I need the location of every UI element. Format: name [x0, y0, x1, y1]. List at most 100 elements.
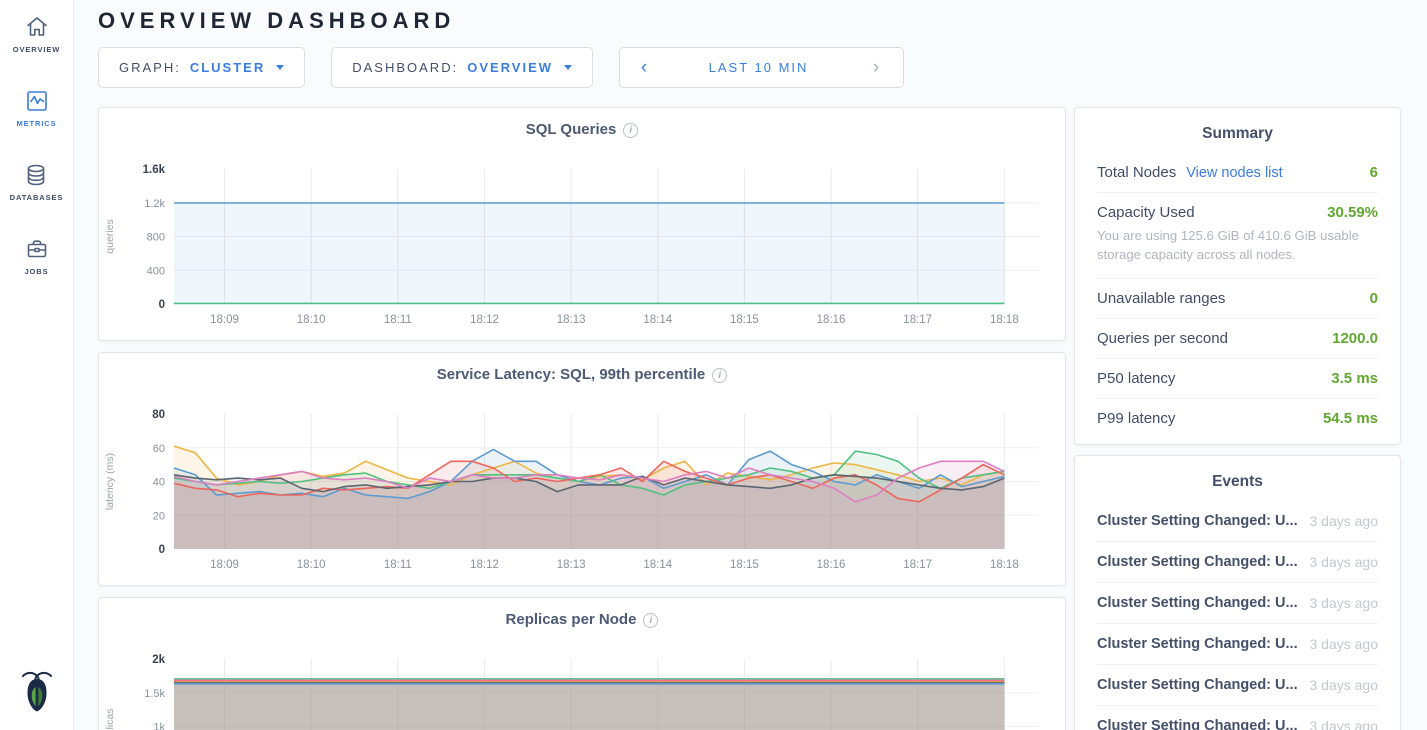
event-row[interactable]: Cluster Setting Changed: U... 3 days ago — [1097, 582, 1378, 623]
event-row[interactable]: Cluster Setting Changed: U... 3 days ago — [1097, 705, 1378, 730]
chevron-left-icon: ‹ — [640, 56, 648, 78]
event-text: Cluster Setting Changed: U... — [1097, 718, 1298, 730]
sidebar-item-label: JOBS — [24, 267, 49, 276]
info-icon[interactable]: i — [643, 613, 659, 628]
svg-text:latency (ms): latency (ms) — [104, 453, 116, 510]
svg-text:400: 400 — [147, 265, 165, 277]
svg-text:18:09: 18:09 — [210, 314, 239, 326]
event-row[interactable]: Cluster Setting Changed: U... 3 days ago — [1097, 664, 1378, 705]
svg-text:18:11: 18:11 — [384, 314, 412, 326]
sidebar-item-label: METRICS — [16, 119, 57, 128]
summary-row-capacity-used: Capacity Used 30.59% You are using 125.6… — [1097, 192, 1378, 278]
svg-text:replicas: replicas — [104, 708, 116, 730]
summary-value: 54.5 ms — [1322, 410, 1378, 428]
svg-text:0: 0 — [159, 544, 165, 556]
info-icon[interactable]: i — [623, 123, 639, 138]
event-row[interactable]: Cluster Setting Changed: U... 3 days ago — [1097, 623, 1378, 664]
svg-text:18:12: 18:12 — [470, 559, 499, 571]
summary-label: Capacity Used — [1097, 204, 1195, 221]
summary-value: 3.5 ms — [1331, 370, 1378, 388]
svg-text:0: 0 — [159, 299, 165, 311]
event-text: Cluster Setting Changed: U... — [1097, 636, 1298, 653]
event-row[interactable]: Cluster Setting Changed: U... 3 days ago — [1097, 541, 1378, 582]
chart-title: Replicas per Node — [505, 611, 637, 628]
event-time: 3 days ago — [1309, 636, 1379, 653]
sidebar-item-jobs[interactable]: JOBS — [24, 236, 50, 276]
time-range-button[interactable]: LAST 10 MIN — [668, 48, 850, 87]
summary-label: Unavailable ranges — [1097, 290, 1226, 308]
svg-text:18:15: 18:15 — [730, 559, 759, 571]
time-next-button[interactable]: › — [849, 48, 904, 87]
svg-text:2k: 2k — [152, 654, 165, 666]
event-text: Cluster Setting Changed: U... — [1097, 513, 1298, 530]
svg-text:18:15: 18:15 — [730, 314, 759, 326]
summary-row-total-nodes: Total Nodes View nodes list 6 — [1097, 153, 1378, 192]
svg-text:20: 20 — [153, 510, 165, 522]
event-time: 3 days ago — [1309, 718, 1379, 730]
view-nodes-list-link[interactable]: View nodes list — [1186, 164, 1283, 181]
svg-text:80: 80 — [152, 409, 165, 421]
summary-row-p50-latency: P50 latency 3.5 ms — [1097, 358, 1378, 398]
svg-text:60: 60 — [153, 443, 165, 455]
event-time: 3 days ago — [1309, 554, 1379, 571]
summary-value: 30.59% — [1327, 204, 1378, 221]
summary-label: Queries per second — [1097, 330, 1228, 348]
summary-row-queries-per-second: Queries per second 1200.0 — [1097, 318, 1378, 358]
chart-title: SQL Queries — [525, 121, 617, 138]
sql-queries-chart[interactable]: 18:09 18:10 18:11 18:12 18:13 18:14 18:15 18:16… — [99, 143, 1067, 334]
event-time: 3 days ago — [1309, 595, 1379, 612]
controls-bar: GRAPH: CLUSTER DASHBOARD: OVERVIEW ‹ LAS… — [98, 47, 1403, 88]
svg-text:18:13: 18:13 — [557, 314, 586, 326]
summary-label: P99 latency — [1097, 410, 1176, 428]
dashboard-dropdown[interactable]: DASHBOARD: OVERVIEW — [331, 47, 594, 88]
event-row[interactable]: Cluster Setting Changed: U... 3 days ago — [1097, 501, 1378, 541]
databases-icon — [28, 164, 45, 186]
svg-text:18:16: 18:16 — [817, 559, 846, 571]
side-panels-column: Summary Total Nodes View nodes list 6 Ca… — [1074, 107, 1401, 730]
svg-text:18:18: 18:18 — [990, 314, 1019, 326]
chart-card-sql-queries: SQL Queries i 18:09 18:10 18:11 18:12 18:13 18… — [98, 107, 1066, 341]
chevron-down-icon — [564, 65, 573, 70]
dashboard-dropdown-label: DASHBOARD: — [352, 60, 459, 75]
svg-text:18:14: 18:14 — [643, 314, 672, 326]
chart-title: Service Latency: SQL, 99th percentile — [436, 366, 706, 383]
svg-text:1.6k: 1.6k — [143, 164, 166, 176]
event-text: Cluster Setting Changed: U... — [1097, 595, 1298, 612]
sidebar-item-databases[interactable]: DATABASES — [10, 162, 64, 202]
svg-text:18:10: 18:10 — [297, 314, 326, 326]
chevron-down-icon — [276, 65, 285, 70]
sidebar-item-label: DATABASES — [9, 193, 64, 202]
svg-text:18:09: 18:09 — [210, 559, 239, 571]
summary-panel: Summary Total Nodes View nodes list 6 Ca… — [1074, 107, 1401, 446]
graph-dropdown[interactable]: GRAPH: CLUSTER — [98, 47, 306, 88]
svg-text:1k: 1k — [153, 722, 165, 730]
svg-text:18:17: 18:17 — [903, 559, 932, 571]
cockroachdb-logo — [22, 672, 52, 712]
svg-text:18:10: 18:10 — [297, 559, 326, 571]
svg-text:1.2k: 1.2k — [144, 198, 165, 210]
capacity-note: You are using 125.6 GiB of 410.6 GiB usa… — [1097, 228, 1359, 263]
charts-column: SQL Queries i 18:09 18:10 18:11 18:12 18:13 18… — [98, 107, 1066, 730]
replicas-per-node-chart[interactable]: 18:0918:1018:1118:1218:1318:1418:1518:16… — [99, 633, 1067, 730]
svg-text:800: 800 — [147, 232, 165, 244]
graph-dropdown-label: GRAPH: — [119, 60, 181, 75]
info-icon[interactable]: i — [712, 368, 728, 383]
svg-text:40: 40 — [153, 477, 165, 489]
svg-text:18:12: 18:12 — [470, 314, 499, 326]
chevron-right-icon: › — [872, 56, 880, 78]
summary-row-p99-latency: P99 latency 54.5 ms — [1097, 398, 1378, 438]
event-time: 3 days ago — [1309, 677, 1379, 694]
summary-value: 0 — [1369, 290, 1378, 308]
service-latency-chart[interactable]: 18:09 18:10 18:11 18:12 18:13 18:14 18:15 18:16… — [99, 388, 1067, 579]
summary-value: 6 — [1369, 164, 1378, 181]
event-time: 3 days ago — [1309, 513, 1379, 530]
time-window-selector: ‹ LAST 10 MIN › — [619, 47, 905, 88]
sidebar-item-overview[interactable]: OVERVIEW — [13, 14, 61, 54]
time-prev-button[interactable]: ‹ — [620, 48, 669, 87]
graph-dropdown-value: CLUSTER — [189, 60, 266, 75]
events-panel: Events Cluster Setting Changed: U... 3 d… — [1074, 455, 1401, 730]
sidebar-item-metrics[interactable]: METRICS — [16, 88, 56, 128]
summary-label: P50 latency — [1097, 370, 1176, 388]
svg-text:18:17: 18:17 — [903, 314, 932, 326]
summary-value: 1200.0 — [1332, 330, 1378, 348]
